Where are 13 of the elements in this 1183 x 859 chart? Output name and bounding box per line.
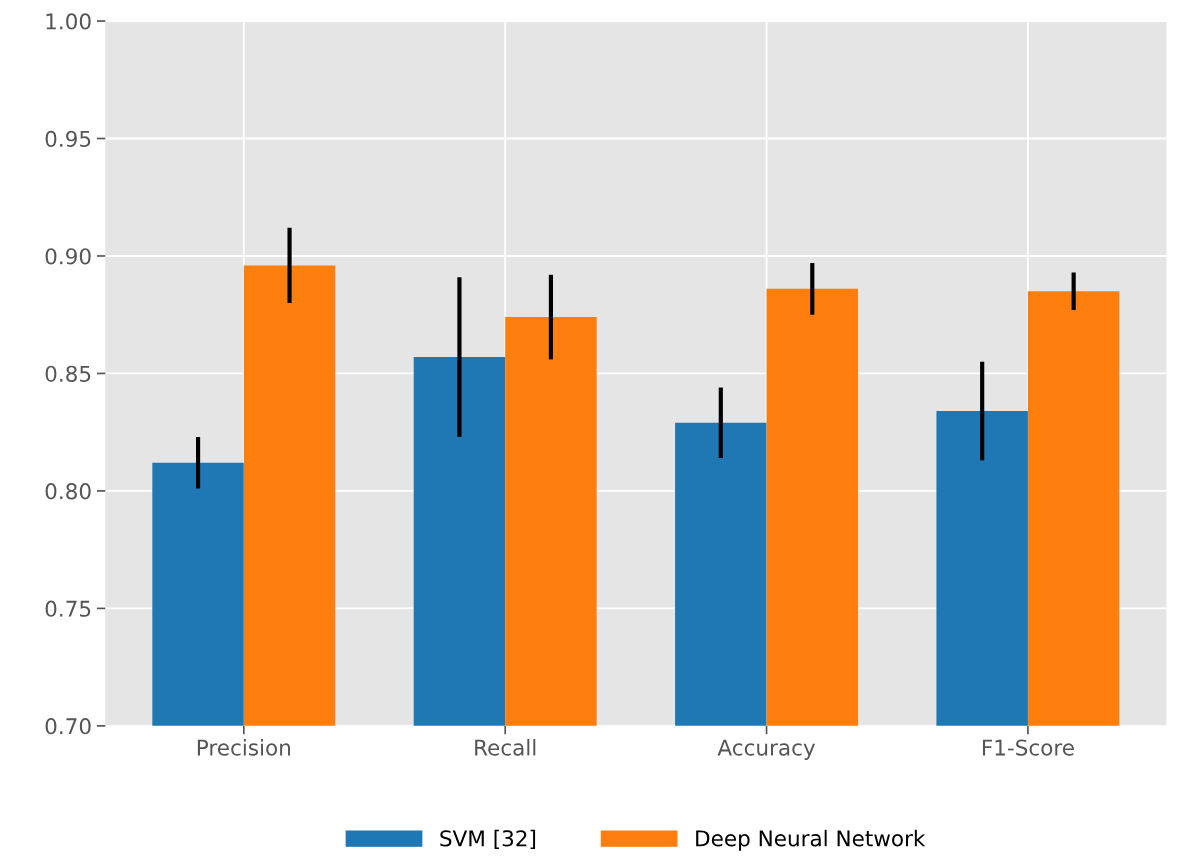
x-tick-label: Accuracy	[717, 739, 816, 760]
y-tick-label: 0.85	[45, 365, 91, 382]
y-tick-label: 0.75	[45, 600, 91, 617]
legend-label: SVM [32]	[440, 829, 536, 849]
x-tick-label: Precision	[197, 739, 291, 756]
legend-label: Deep Neural Network	[696, 829, 926, 851]
x-tick-label: Recall	[475, 739, 536, 756]
y-tick-label: 0.70	[45, 718, 91, 735]
x-tick-label: F1-Score	[982, 739, 1074, 756]
y-tick-label: 0.80	[45, 483, 91, 500]
y-tick-label: 0.90	[45, 248, 91, 265]
y-tick-label: 1.00	[46, 13, 91, 30]
y-tick-label: 0.95	[45, 130, 91, 147]
